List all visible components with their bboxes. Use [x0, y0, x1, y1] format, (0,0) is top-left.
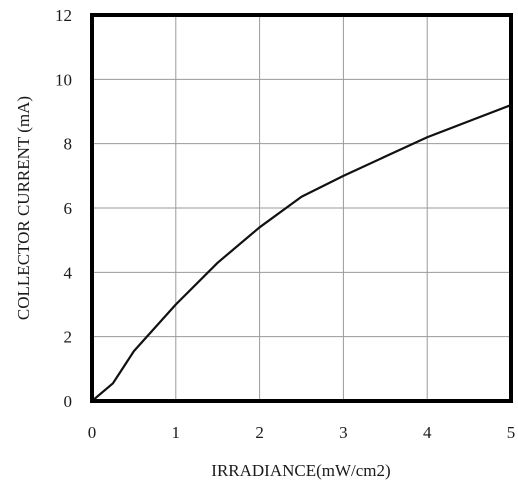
y-tick-label: 4	[64, 263, 73, 282]
x-tick-label: 5	[507, 423, 516, 442]
x-tick-label: 2	[255, 423, 264, 442]
y-tick-label: 12	[55, 6, 72, 25]
plot-frame	[90, 13, 513, 403]
y-tick-label: 10	[55, 70, 72, 89]
y-axis-ticks: 0 2 4 6 8 10 12	[55, 6, 73, 411]
x-axis-title: IRRADIANCE(mW/cm2)	[211, 461, 390, 480]
y-tick-label: 2	[64, 328, 73, 347]
series-line	[90, 103, 513, 403]
x-tick-label: 4	[423, 423, 432, 442]
x-tick-label: 1	[172, 423, 181, 442]
y-tick-label: 0	[64, 392, 73, 411]
x-tick-label: 3	[339, 423, 348, 442]
series-layer	[90, 103, 513, 403]
y-axis-title: COLLECTOR CURRENT (mA)	[14, 96, 33, 320]
y-tick-label: 8	[64, 135, 73, 154]
grid	[92, 15, 511, 401]
y-tick-label: 6	[64, 199, 73, 218]
x-axis-ticks: 0 1 2 3 4 5	[88, 423, 516, 442]
x-tick-label: 0	[88, 423, 97, 442]
